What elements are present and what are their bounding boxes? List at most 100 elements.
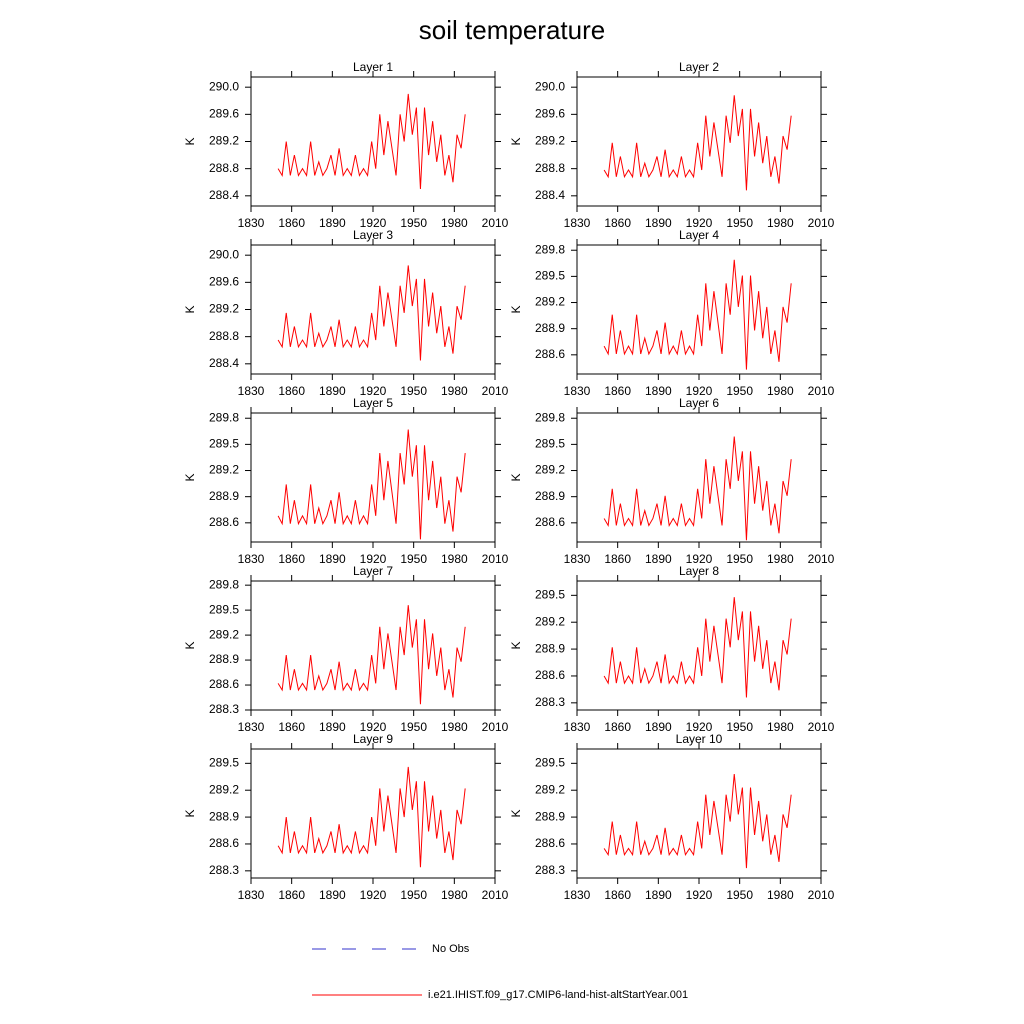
x-tick-label: 1920 [686,888,713,902]
x-tick-label: 1920 [360,216,387,230]
y-tick-label: 288.4 [209,188,239,202]
y-tick-label: 289.2 [535,134,565,148]
x-tick-label: 1830 [564,888,591,902]
x-tick-label: 1980 [441,216,468,230]
x-tick-label: 1920 [360,888,387,902]
y-axis-label: K [183,137,197,145]
plot-frame [250,412,496,543]
data-line [277,605,466,705]
y-tick-label: 288.9 [209,489,239,503]
y-tick-label: 290.0 [535,79,565,93]
y-tick-label: 289.6 [535,107,565,121]
plot-frame [250,580,496,711]
y-tick-label: 288.4 [209,356,239,370]
data-line [603,774,792,869]
x-tick-label: 1980 [441,720,468,734]
data-line [277,265,466,361]
data-line [277,93,466,190]
x-tick-label: 1860 [278,384,305,398]
y-tick-label: 289.5 [209,756,239,770]
y-tick-label: 289.2 [209,627,239,641]
y-tick-label: 288.9 [209,652,239,666]
x-tick-label: 1920 [686,552,713,566]
x-tick-label: 1860 [604,888,631,902]
x-tick-label: 1860 [278,888,305,902]
y-tick-label: 289.5 [535,588,565,602]
y-tick-label: 289.2 [209,302,239,316]
x-tick-label: 1860 [278,216,305,230]
y-tick-label: 288.8 [209,161,239,175]
x-tick-label: 1980 [767,384,794,398]
x-tick-label: 1830 [238,888,265,902]
y-tick-label: 289.2 [209,463,239,477]
x-tick-label: 1890 [645,888,672,902]
x-tick-label: 1830 [564,216,591,230]
x-tick-label: 1890 [319,552,346,566]
y-tick-label: 288.9 [535,489,565,503]
x-tick-label: 1950 [400,216,427,230]
panel-title: Layer 2 [679,60,719,74]
y-tick-label: 288.9 [535,641,565,655]
x-tick-label: 1890 [319,888,346,902]
x-tick-label: 2010 [482,552,509,566]
x-tick-label: 1860 [604,720,631,734]
x-tick-label: 1890 [645,216,672,230]
plot-frame [250,76,496,207]
x-tick-label: 1920 [360,720,387,734]
y-tick-label: 289.2 [535,463,565,477]
x-tick-label: 1830 [238,552,265,566]
x-tick-label: 1860 [604,216,631,230]
x-tick-label: 1860 [278,720,305,734]
y-tick-label: 288.6 [535,668,565,682]
y-tick-label: 288.9 [209,809,239,823]
y-axis-label: K [183,641,197,649]
data-line [603,95,792,191]
x-tick-label: 1920 [360,552,387,566]
x-tick-label: 1980 [441,888,468,902]
y-tick-label: 289.2 [535,295,565,309]
x-tick-label: 1830 [564,720,591,734]
x-tick-label: 1860 [604,384,631,398]
x-tick-label: 1980 [767,720,794,734]
y-axis-label: K [183,473,197,481]
x-tick-label: 1950 [400,888,427,902]
x-tick-label: 2010 [808,888,835,902]
y-axis-label: K [183,305,197,313]
panel-title: Layer 7 [353,564,393,578]
data-line [603,597,792,698]
y-tick-label: 289.8 [209,577,239,591]
data-line [277,429,466,540]
y-tick-label: 289.5 [209,602,239,616]
x-tick-label: 1980 [767,216,794,230]
panel-title: Layer 5 [353,396,393,410]
y-tick-label: 288.3 [535,695,565,709]
y-tick-label: 288.8 [209,329,239,343]
y-axis-label: K [183,809,197,817]
y-tick-label: 289.6 [209,107,239,121]
x-tick-label: 1830 [238,720,265,734]
panel-title: Layer 10 [676,732,723,746]
x-tick-label: 1950 [400,720,427,734]
panel-title: Layer 9 [353,732,393,746]
x-tick-label: 1830 [238,384,265,398]
y-tick-label: 289.2 [209,134,239,148]
y-tick-label: 288.6 [209,836,239,850]
x-tick-label: 2010 [482,384,509,398]
x-tick-label: 1890 [319,384,346,398]
x-tick-label: 1950 [400,552,427,566]
plot-frame [576,412,822,543]
x-tick-label: 1950 [726,888,753,902]
y-tick-label: 289.2 [535,614,565,628]
y-tick-label: 288.3 [209,702,239,716]
x-tick-label: 1980 [767,552,794,566]
y-tick-label: 289.8 [535,242,565,256]
y-axis-label: K [509,305,523,313]
plot-frame [576,748,822,879]
x-tick-label: 1890 [319,720,346,734]
y-tick-label: 289.6 [209,275,239,289]
y-tick-label: 288.6 [209,515,239,529]
panel-title: Layer 4 [679,228,719,242]
legend-label: i.e21.IHIST.f09_g17.CMIP6-land-hist-altS… [428,989,688,1001]
x-tick-label: 2010 [482,216,509,230]
y-tick-label: 288.8 [535,161,565,175]
